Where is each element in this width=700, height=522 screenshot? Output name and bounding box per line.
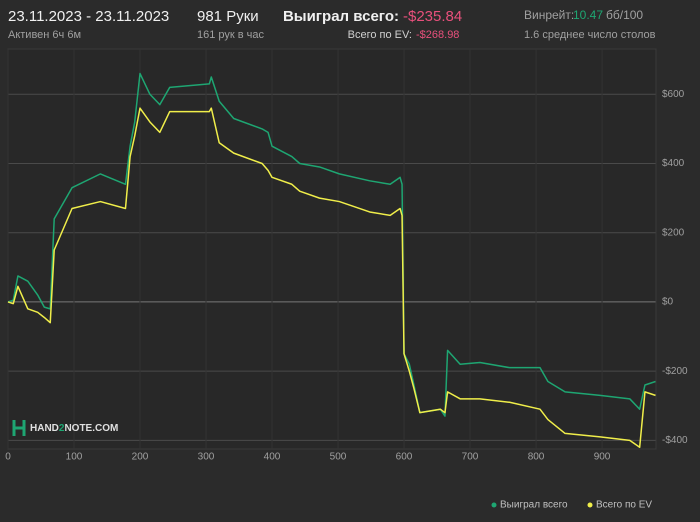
y-tick-label: $600 [662,89,685,100]
y-tick-label: -$400 [662,435,688,446]
ev-label: Всего по EV: [348,29,412,41]
legend: Выиграл всего Всего по EV [491,500,652,511]
grid: -$400 -$200 $0 $200 $400 $600 0 100 200 300 400 500… [5,49,688,463]
logo-part: HAND [30,423,59,434]
x-tick-label: 900 [594,452,611,463]
won-label: Выиграл всего: [283,8,399,25]
date-range: 23.11.2023 - 23.11.2023 [8,8,169,25]
series-line [7,72,656,417]
legend-label: Выиграл всего [500,500,568,511]
y-tick-label: $0 [662,297,674,308]
x-tick-label: 100 [66,452,83,463]
legend-label: Всего по EV [596,500,652,511]
x-tick-label: 300 [198,452,215,463]
winrate-label: Винрейт: [524,8,574,22]
tables: 1.6 среднее число столов [524,29,656,41]
plot-area [7,48,657,450]
y-tick-label: $400 [662,158,685,169]
won-value: -$235.84 [403,8,462,25]
x-tick-label: 400 [264,452,281,463]
lines [7,72,656,449]
legend-swatch [491,502,497,508]
logo: HAND2NOTE.COM [12,420,118,436]
winrate-unit: бб/100 [606,8,643,22]
logo-text: HAND2NOTE.COM [30,423,118,434]
active-time: Активен 6ч 6м [8,29,81,41]
winrate-value: 10.47 [573,8,603,22]
x-tick-label: 200 [132,452,149,463]
x-tick-label: 800 [528,452,545,463]
logo-part: 2 [59,423,65,434]
x-tick-label: 700 [462,452,479,463]
logo-part: NOTE.COM [64,423,118,434]
logo-icon [12,420,26,436]
y-tick-label: -$200 [662,366,688,377]
ev-value: -$268.98 [416,29,459,41]
hands-per-hour: 161 рук в час [197,29,265,41]
hands: 981 Руки [197,8,259,25]
x-tick-label: 0 [5,452,11,463]
y-tick-label: $200 [662,227,685,238]
series-line [7,107,656,449]
x-tick-label: 600 [396,452,413,463]
legend-swatch [587,502,593,508]
x-tick-label: 500 [330,452,347,463]
